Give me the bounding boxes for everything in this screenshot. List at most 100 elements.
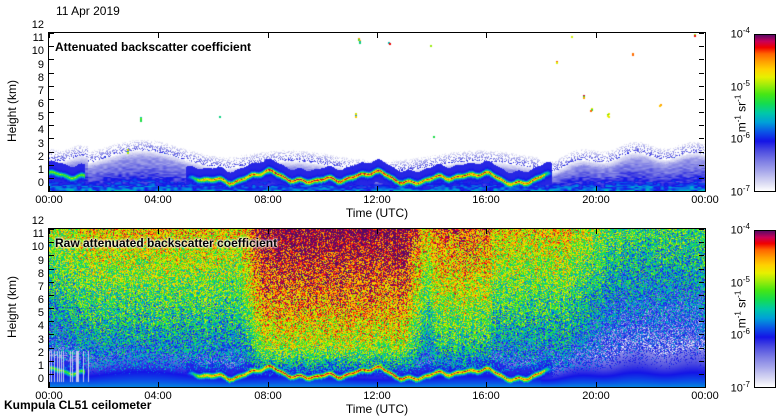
x-tick-label: 00:00: [691, 194, 719, 206]
panel-label-raw: Raw attenuated backscatter coefficient: [55, 236, 278, 250]
x-axis-title-bottom: Time (UTC): [345, 402, 409, 416]
y-tick-mark: [49, 242, 54, 243]
x-tick-label: 00:00: [35, 390, 63, 402]
x-tick-mark-top: [377, 229, 378, 234]
y-tick-label: 8: [37, 268, 44, 280]
colorbar-tick-label: 10-7: [730, 184, 750, 199]
colorbar-top: [754, 34, 776, 192]
y-tick-mark: [49, 348, 54, 349]
x-tick-mark: [377, 186, 378, 191]
y-tick-mark: [49, 73, 54, 74]
y-tick-label: 8: [37, 72, 44, 84]
y-tick-label: 6: [37, 98, 44, 110]
colorbar-tick-label: 10-5: [730, 275, 750, 290]
y-tick-mark: [49, 308, 54, 309]
instrument-footer: Kumpula CL51 ceilometer: [4, 398, 152, 412]
x-tick-mark-top: [377, 33, 378, 38]
y-tick-mark: [49, 59, 54, 60]
x-tick-mark: [158, 382, 159, 387]
colorbar-tick-label: 10-4: [730, 222, 750, 237]
y-tick-mark-right: [699, 348, 704, 349]
y-tick-label: 11: [32, 32, 44, 44]
y-tick-mark-right: [699, 387, 704, 388]
y-tick-label: 3: [37, 334, 44, 346]
y-tick-label: 0: [37, 373, 44, 385]
y-tick-mark: [49, 46, 54, 47]
x-tick-mark-top: [705, 33, 706, 38]
x-tick-mark: [596, 382, 597, 387]
colorbar-unit-bottom: m-1 sr-1: [733, 290, 749, 329]
y-tick-label: 7: [37, 281, 44, 293]
y-tick-mark-right: [699, 125, 704, 126]
y-tick-label: 10: [31, 45, 44, 57]
y-tick-mark: [49, 191, 54, 192]
raw-attenuated-backscatter-heatmap: [49, 229, 705, 387]
x-tick-label: 00:00: [691, 390, 719, 402]
y-tick-label: 5: [37, 111, 44, 123]
y-tick-mark: [49, 295, 54, 296]
x-tick-mark: [268, 382, 269, 387]
attenuated-backscatter-heatmap: [49, 33, 705, 191]
y-tick-mark-right: [699, 255, 704, 256]
y-tick-mark: [49, 99, 54, 100]
x-tick-mark-top: [49, 229, 50, 234]
y-tick-mark: [49, 282, 54, 283]
y-tick-mark-right: [699, 374, 704, 375]
y-tick-label: 0: [37, 177, 44, 189]
y-tick-mark: [49, 125, 54, 126]
y-tick-mark: [49, 138, 54, 139]
y-tick-mark: [49, 86, 54, 87]
y-tick-mark-right: [699, 229, 704, 230]
x-tick-mark-top: [486, 229, 487, 234]
date-title: 11 Apr 2019: [56, 4, 120, 18]
y-tick-mark-right: [699, 165, 704, 166]
y-tick-mark-right: [699, 59, 704, 60]
y-tick-mark-right: [699, 178, 704, 179]
y-tick-label: 1: [37, 360, 44, 372]
y-tick-mark: [49, 178, 54, 179]
y-tick-mark: [49, 152, 54, 153]
y-tick-label: 9: [37, 59, 44, 71]
x-tick-label: 08:00: [254, 194, 282, 206]
x-tick-mark: [49, 186, 50, 191]
x-tick-mark: [377, 382, 378, 387]
y-axis-title-top: Height (km): [5, 80, 19, 143]
x-tick-mark: [49, 382, 50, 387]
y-tick-mark-right: [699, 282, 704, 283]
y-tick-label: 4: [37, 320, 44, 332]
y-tick-mark-right: [699, 191, 704, 192]
x-tick-label: 12:00: [363, 194, 391, 206]
colorbar-tick-label: 10-7: [730, 380, 750, 395]
x-tick-mark-top: [49, 33, 50, 38]
y-tick-label: 4: [37, 124, 44, 136]
x-tick-label: 20:00: [582, 390, 610, 402]
y-tick-label: 2: [37, 347, 44, 359]
y-tick-mark-right: [699, 33, 704, 34]
colorbar-tick-label: 10-6: [730, 131, 750, 146]
x-tick-mark: [486, 382, 487, 387]
x-tick-mark-top: [705, 229, 706, 234]
x-tick-label: 16:00: [472, 194, 500, 206]
x-tick-mark-top: [486, 33, 487, 38]
y-tick-label: 3: [37, 138, 44, 150]
y-tick-mark: [49, 374, 54, 375]
y-tick-mark-right: [699, 46, 704, 47]
y-tick-label: 1: [37, 164, 44, 176]
y-tick-mark-right: [699, 269, 704, 270]
y-tick-label: 7: [37, 85, 44, 97]
y-tick-mark-right: [699, 321, 704, 322]
panel-label-attenuated: Attenuated backscatter coefficient: [55, 40, 252, 54]
x-tick-mark: [705, 186, 706, 191]
colorbar-tick-label: 10-4: [730, 26, 750, 41]
y-tick-mark: [49, 269, 54, 270]
y-tick-label: 12: [31, 19, 44, 31]
x-axis-title-top: Time (UTC): [345, 206, 409, 220]
y-tick-mark: [49, 334, 54, 335]
y-tick-mark-right: [699, 308, 704, 309]
colorbar-bottom: [754, 230, 776, 388]
x-tick-mark: [705, 382, 706, 387]
panel-attenuated-backscatter: Attenuated backscatter coefficient: [48, 32, 706, 192]
x-tick-mark-top: [596, 33, 597, 38]
x-tick-label: 08:00: [254, 390, 282, 402]
